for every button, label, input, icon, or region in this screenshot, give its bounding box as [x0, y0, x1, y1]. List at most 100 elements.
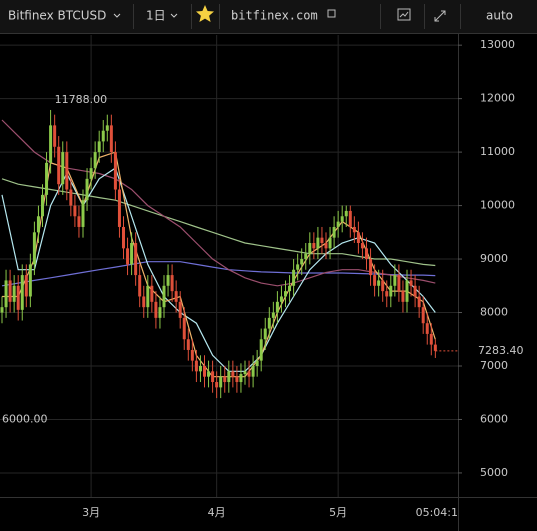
- interval[interactable]: 1日: [146, 9, 166, 23]
- candle-body: [352, 226, 356, 233]
- snapshot-icon[interactable]: [397, 8, 411, 21]
- candle-body: [296, 264, 300, 270]
- candle-body: [336, 221, 340, 227]
- external-icon: [327, 9, 336, 18]
- interval-caret: [170, 13, 178, 18]
- candle-body: [312, 243, 316, 249]
- symbol-caret: [113, 13, 121, 18]
- candle-body: [73, 205, 77, 217]
- candle-body: [373, 275, 377, 286]
- candle-body: [267, 317, 271, 329]
- candle-body: [304, 253, 308, 260]
- candle-body: [292, 269, 296, 286]
- y-tick-label: 13000: [480, 38, 515, 51]
- candle-body: [279, 296, 283, 302]
- candle-body: [259, 339, 263, 361]
- candle-body: [393, 275, 397, 286]
- site-link[interactable]: bitfinex.com: [231, 9, 318, 23]
- candle-body: [89, 168, 93, 179]
- moving-average: [1, 261, 436, 287]
- candle-body: [20, 275, 24, 310]
- candle-body: [154, 301, 158, 318]
- fullscreen-icon[interactable]: [434, 10, 446, 22]
- candle-body: [365, 248, 368, 260]
- candle-body: [174, 291, 178, 302]
- candle-body: [409, 280, 413, 286]
- candle-body: [243, 371, 247, 375]
- candle-body: [0, 307, 4, 313]
- candle-body: [251, 365, 255, 377]
- candle-body: [32, 232, 36, 265]
- last-price-box: [459, 342, 537, 359]
- candle-body: [389, 285, 393, 297]
- candle-body: [320, 237, 324, 244]
- candle-body: [117, 189, 121, 227]
- time-label: 05:04:1: [416, 506, 458, 519]
- candle-body: [219, 376, 223, 388]
- candle-body: [142, 296, 146, 308]
- candle-body: [328, 237, 332, 249]
- candle-body: [12, 285, 16, 302]
- favorite-star[interactable]: [196, 5, 214, 22]
- candle-body: [77, 216, 81, 227]
- candle-body: [308, 243, 312, 254]
- candle-body: [61, 152, 65, 185]
- candle-body: [385, 291, 389, 297]
- candle-body: [122, 226, 125, 249]
- candle-body: [348, 210, 352, 227]
- candle-body: [57, 146, 61, 185]
- price-annotation: 6000.00: [2, 412, 48, 425]
- candle-body: [255, 360, 259, 366]
- candle-body: [113, 152, 117, 190]
- candle-body: [41, 194, 44, 217]
- candle-body: [271, 312, 275, 318]
- candle-body: [146, 285, 150, 308]
- candle-body: [8, 280, 12, 302]
- moving-average: [1, 119, 436, 287]
- candle-body: [36, 216, 40, 233]
- candle-body: [340, 216, 344, 222]
- candle-body: [433, 344, 437, 351]
- candle-body: [235, 376, 239, 383]
- candle-body: [69, 189, 73, 206]
- price-annotation: 11788.00: [55, 93, 108, 106]
- candle-body: [288, 285, 292, 292]
- candle-body: [81, 200, 85, 227]
- candle-body: [194, 360, 198, 372]
- candle-body: [190, 349, 194, 361]
- candle-body: [198, 365, 202, 372]
- candle-body: [134, 243, 138, 276]
- candle-body: [284, 291, 287, 297]
- candle-body: [158, 307, 162, 318]
- candle-body: [126, 248, 130, 265]
- candle-body: [203, 365, 206, 377]
- candle-body: [405, 280, 409, 302]
- candle-body: [16, 285, 20, 310]
- candle-body: [170, 275, 174, 292]
- candle-body: [24, 275, 28, 297]
- candle-body: [65, 152, 69, 190]
- candle-body: [211, 371, 215, 383]
- candle-body: [186, 339, 190, 350]
- scale-mode[interactable]: auto: [486, 9, 513, 23]
- candle-body: [397, 275, 401, 292]
- candle-body: [231, 371, 235, 377]
- candle-body: [377, 280, 381, 286]
- y-tick-label: 11000: [480, 145, 515, 158]
- last-price-label: 7283.40: [478, 344, 524, 357]
- candle-body: [138, 275, 142, 297]
- candle-body: [275, 301, 279, 313]
- toolbar: [0, 0, 537, 33]
- candle-body: [109, 125, 113, 153]
- candle-body: [130, 243, 134, 265]
- candle-body: [332, 226, 336, 238]
- candle-body: [381, 280, 385, 292]
- candle-body: [360, 243, 364, 249]
- candle-body: [324, 243, 328, 249]
- candle-body: [93, 152, 97, 169]
- symbol[interactable]: Bitfinex BTCUSD: [8, 9, 106, 23]
- snapshot-glyph: [399, 11, 409, 18]
- candle-body: [425, 323, 429, 334]
